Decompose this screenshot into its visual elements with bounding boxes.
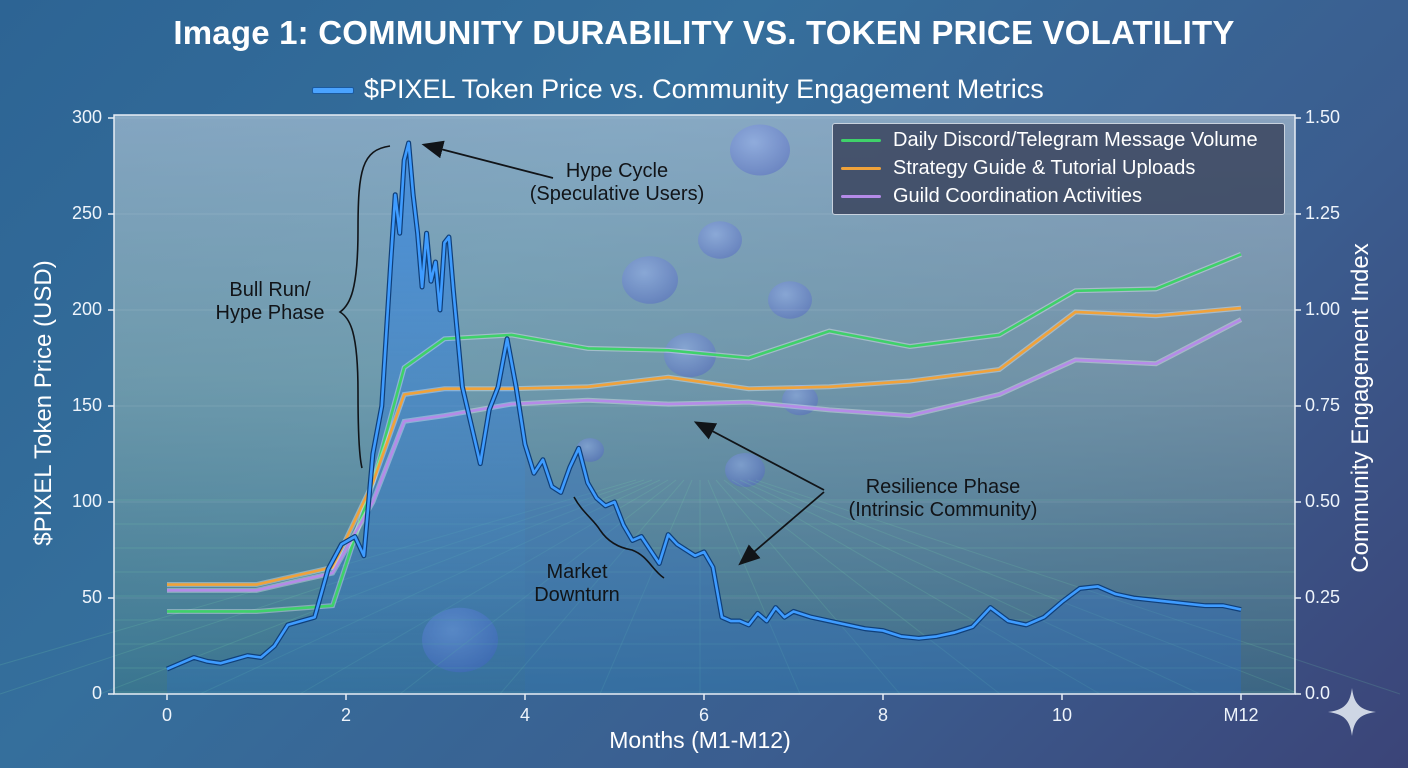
annotation-line: Bull Run/ <box>229 279 311 301</box>
y-tick-label: 100 <box>71 491 102 511</box>
background-floor-line <box>723 479 1001 695</box>
annotation-market-downturn: Market Downturn <box>512 561 642 607</box>
legend-label-guilds: Guild Coordination Activities <box>893 184 1143 207</box>
y-tick-label: 50 <box>81 587 102 607</box>
background-floor-line <box>707 479 801 695</box>
legend-line-guides <box>841 166 881 170</box>
background-floor-line <box>715 479 901 695</box>
y2-tick-label: 1.00 <box>1305 299 1341 319</box>
annotation-hype-cycle: Hype Cycle (Speculative Users) <box>512 160 722 206</box>
annotation-line: Hype Cycle <box>565 160 669 182</box>
x-tick-label: 8 <box>877 705 888 725</box>
x-tick-label: M12 <box>1223 705 1259 725</box>
y2-tick-label: 0.25 <box>1305 587 1341 607</box>
x-tick-label: 10 <box>1051 705 1073 725</box>
series-line-guides <box>167 306 1242 586</box>
background-floor-line <box>599 479 693 695</box>
legend-item-discord: Daily Discord/Telegram Message Volume <box>841 127 1258 153</box>
annotation-line: Resilience Phase <box>865 476 1021 498</box>
y-tick-label: 0 <box>91 683 102 703</box>
chart-marks <box>166 140 1243 694</box>
y2-tick-label: 1.25 <box>1305 203 1341 223</box>
arrow-hype-cycle <box>421 140 554 179</box>
price-area-fill-late <box>525 444 1241 694</box>
background-floor-line <box>747 479 1301 695</box>
y2-tick-label: 0.0 <box>1305 683 1331 703</box>
legend-item-guides: Strategy Guide & Tutorial Uploads <box>841 155 1195 181</box>
arrow-resilience-lower <box>738 491 825 566</box>
x-axis-label: Months (M1-M12) <box>609 727 791 753</box>
background-coin <box>698 221 742 259</box>
background-floor-line <box>499 479 685 695</box>
series-line-discord <box>167 253 1242 613</box>
legend-item-guilds: Guild Coordination Activities <box>841 183 1142 209</box>
arrow-resilience-upper <box>693 421 825 491</box>
y-tick-label: 250 <box>71 203 102 223</box>
annotation-line: (Speculative Users) <box>529 183 705 205</box>
y-tick-label: 150 <box>71 395 102 415</box>
legend: Daily Discord/Telegram Message Volume St… <box>832 123 1285 215</box>
x-tick-label: 6 <box>698 705 709 725</box>
chart-subtitle: $PIXEL Token Price vs. Community Engagem… <box>312 74 1044 105</box>
annotation-arrows <box>338 140 825 579</box>
background-coin <box>768 281 812 319</box>
price-legend-swatch <box>312 87 354 95</box>
x-tick-label: 4 <box>519 705 530 725</box>
background-coin <box>622 256 678 304</box>
background-coin <box>730 124 790 176</box>
background-floor-line <box>731 479 1101 695</box>
background-coin <box>725 453 765 487</box>
y2-tick-label: 0.75 <box>1305 395 1341 415</box>
background-coin <box>664 332 716 378</box>
annotation-line: (Intrinsic Community) <box>848 499 1038 521</box>
price-line <box>166 141 1242 671</box>
x-tick-label: 0 <box>161 705 172 725</box>
y-tick-label: 300 <box>71 107 102 127</box>
y-tick-label: 200 <box>71 299 102 319</box>
x-tick-label: 2 <box>340 705 351 725</box>
legend-label-discord: Daily Discord/Telegram Message Volume <box>893 128 1258 151</box>
y2-tick-label: 0.50 <box>1305 491 1341 511</box>
plot-frame <box>113 114 1296 695</box>
annotation-line: Market <box>546 561 608 583</box>
chart-title: Image 1: COMMUNITY DURABILITY VS. TOKEN … <box>173 14 1235 51</box>
brace-bull-run <box>338 145 391 469</box>
annotation-line: Downturn <box>534 584 620 606</box>
plot-grid <box>108 117 1301 700</box>
y2-tick-label: 1.50 <box>1305 107 1341 127</box>
legend-label-guides: Strategy Guide & Tutorial Uploads <box>893 156 1196 179</box>
legend-line-guilds <box>841 194 881 198</box>
annotation-bull-run: Bull Run/Hype Phase <box>205 279 335 325</box>
annotation-resilience-phase: Resilience Phase (Intrinsic Community) <box>828 476 1058 522</box>
chart-subtitle-text: $PIXEL Token Price vs. Community Engagem… <box>364 74 1044 104</box>
background-floor-line <box>739 479 1201 695</box>
annotation-line: Hype Phase <box>215 302 325 324</box>
y2-axis-label: Community Engagement Index <box>1347 243 1374 573</box>
sparkle-icon <box>1328 688 1376 736</box>
brace-market-downturn <box>573 496 665 579</box>
x-axis-label-wrap: Months (M1-M12) <box>0 727 1408 754</box>
legend-line-discord <box>841 138 881 142</box>
y-axis-label: $PIXEL Token Price (USD) <box>30 260 57 546</box>
